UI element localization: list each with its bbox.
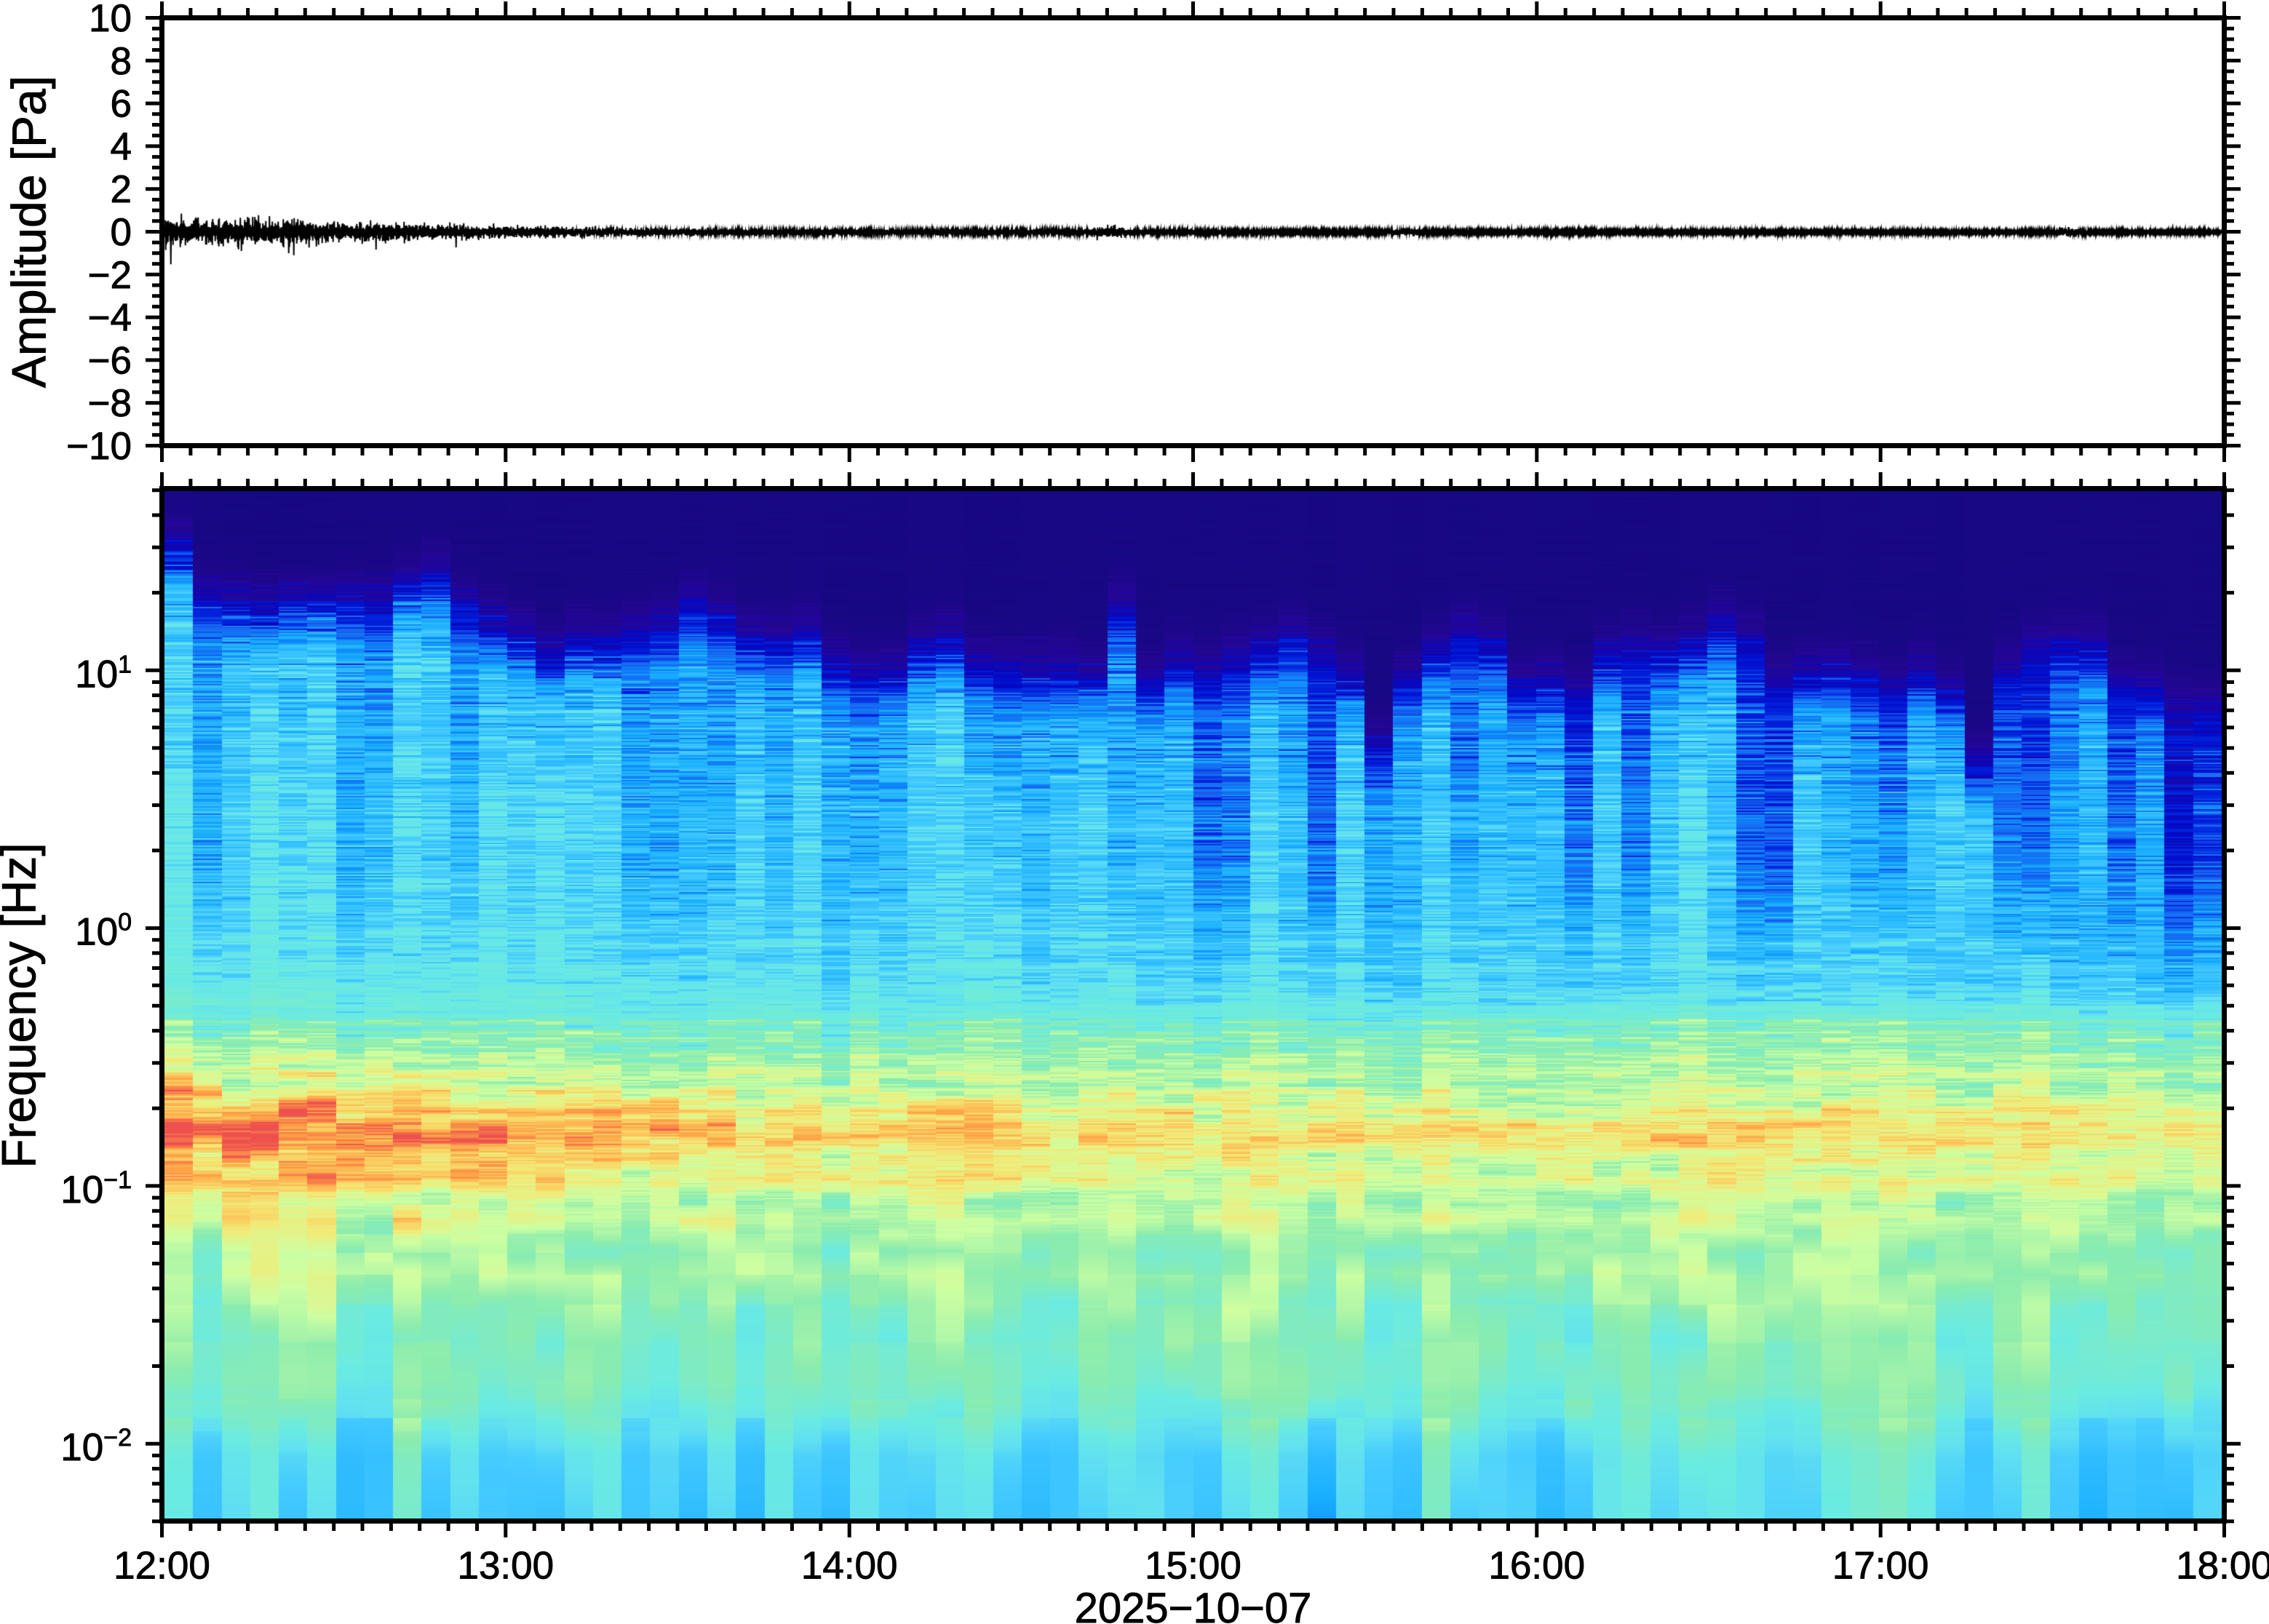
svg-text:−4: −4	[88, 297, 132, 340]
svg-text:13:00: 13:00	[457, 1545, 554, 1588]
svg-text:−10: −10	[66, 425, 132, 468]
svg-text:101: 101	[75, 650, 132, 696]
svg-text:12:00: 12:00	[114, 1545, 210, 1588]
svg-text:100: 100	[75, 909, 132, 954]
svg-text:−8: −8	[88, 382, 132, 425]
svg-text:4: 4	[111, 125, 132, 168]
svg-text:Amplitude [Pa]: Amplitude [Pa]	[2, 76, 56, 388]
svg-text:16:00: 16:00	[1488, 1545, 1585, 1588]
svg-text:−2: −2	[88, 254, 132, 297]
svg-text:8: 8	[111, 40, 132, 83]
svg-text:18:00: 18:00	[2176, 1545, 2269, 1588]
svg-text:−6: −6	[88, 339, 132, 382]
svg-text:14:00: 14:00	[801, 1545, 898, 1588]
svg-text:10−2: 10−2	[60, 1424, 132, 1469]
svg-text:2: 2	[111, 168, 132, 211]
svg-text:10−1: 10−1	[60, 1166, 132, 1211]
svg-text:0: 0	[111, 211, 132, 254]
svg-text:10: 10	[89, 0, 132, 40]
svg-text:6: 6	[111, 83, 132, 126]
svg-text:2025−10−07: 2025−10−07	[1075, 1585, 1312, 1624]
svg-text:17:00: 17:00	[1832, 1545, 1929, 1588]
svg-text:15:00: 15:00	[1145, 1545, 1241, 1588]
svg-text:Frequency [Hz]: Frequency [Hz]	[0, 843, 46, 1169]
